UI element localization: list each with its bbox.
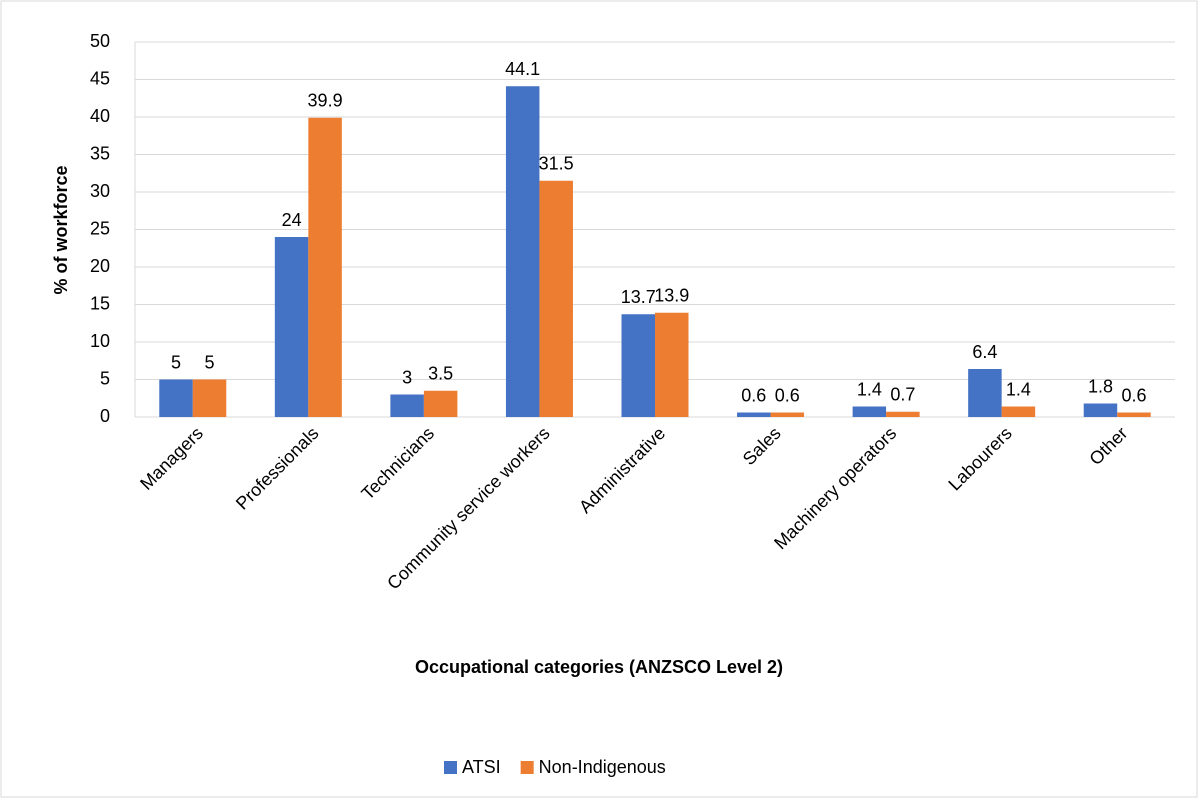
y-tick-label: 35: [90, 143, 110, 163]
y-tick-label: 50: [90, 31, 110, 51]
legend-swatch: [520, 761, 534, 774]
bar: [539, 180, 573, 417]
bar: [192, 379, 227, 417]
bar: [886, 411, 920, 417]
value-label: 1.4: [857, 379, 882, 399]
value-label: 0.6: [775, 385, 800, 405]
y-tick-label: 15: [90, 293, 110, 313]
bar: [968, 369, 1002, 417]
bar: [505, 86, 540, 417]
value-label: 6.4: [972, 342, 997, 362]
value-label: 13.9: [654, 286, 689, 306]
value-label: 24: [282, 210, 302, 230]
value-label: 44.1: [505, 59, 540, 79]
value-label: 3: [402, 367, 412, 387]
legend-label: Non-Indigenous: [539, 757, 666, 777]
bar: [159, 379, 193, 417]
bar: [655, 312, 689, 417]
y-axis-title: % of workforce: [51, 165, 71, 294]
y-tick-label: 5: [100, 368, 110, 388]
value-label: 0.7: [890, 385, 915, 405]
x-axis-title: Occupational categories (ANZSCO Level 2): [415, 657, 783, 677]
value-label: 13.7: [621, 287, 656, 307]
bar: [423, 390, 458, 417]
bar: [621, 314, 655, 417]
value-label: 39.9: [308, 91, 343, 111]
bar: [1001, 406, 1036, 417]
bar: [390, 394, 424, 417]
bar: [737, 412, 771, 417]
value-label: 1.4: [1006, 379, 1031, 399]
bar: [274, 237, 309, 417]
y-tick-label: 30: [90, 181, 110, 201]
value-label: 0.6: [1121, 385, 1146, 405]
y-tick-label: 25: [90, 218, 110, 238]
value-label: 31.5: [539, 154, 574, 174]
value-label: 3.5: [428, 364, 453, 384]
value-label: 1.8: [1088, 376, 1113, 396]
y-tick-label: 20: [90, 256, 110, 276]
legend-label: ATSI: [462, 757, 501, 777]
y-tick-label: 40: [90, 106, 110, 126]
value-label: 5: [171, 352, 181, 372]
value-label: 0.6: [741, 385, 766, 405]
bar: [1117, 412, 1151, 417]
bar: [852, 406, 887, 417]
bar: [1083, 403, 1118, 417]
bar: [308, 117, 342, 417]
y-tick-label: 0: [100, 406, 110, 426]
y-tick-label: 10: [90, 331, 110, 351]
bar: [770, 412, 805, 417]
value-label: 5: [205, 352, 215, 372]
legend-swatch: [444, 761, 457, 774]
y-tick-label: 45: [90, 68, 110, 88]
